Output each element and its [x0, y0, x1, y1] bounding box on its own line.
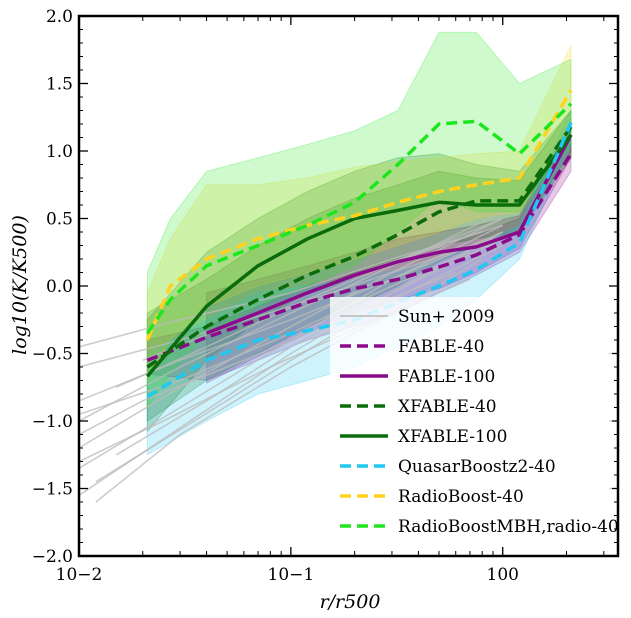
x-tick-label: 10−2 — [56, 565, 103, 585]
y-tick-label: 1.5 — [46, 75, 73, 95]
legend-label: Sun+ 2009 — [398, 307, 494, 327]
sun-2009-profile-line — [95, 258, 483, 503]
x-axis-label: r/r500 — [320, 591, 381, 613]
y-tick-label: −1.0 — [32, 412, 73, 432]
y-tick-label: 2.0 — [46, 7, 73, 27]
sun-2009-profile-line — [115, 238, 504, 456]
line-xfable-40 — [146, 125, 573, 369]
y-axis-label: log10(K/K500) — [9, 215, 31, 355]
legend-box — [330, 297, 612, 547]
line-fable-40 — [146, 152, 573, 362]
x-tick-label: 100 — [487, 565, 519, 585]
band-radioboostmbh-radio-40 — [146, 31, 572, 410]
legend-label: FABLE-100 — [398, 367, 495, 387]
legend-label: FABLE-40 — [398, 337, 484, 357]
y-tick-label: −0.5 — [32, 345, 73, 365]
line-radioboostmbh-radio-40 — [145, 102, 573, 335]
y-tick-label: −2.0 — [32, 547, 73, 567]
sun-2009-profile-line — [95, 244, 504, 483]
legend-label: RadioBoostMBH,radio-40 — [398, 517, 619, 537]
line-fable-100 — [205, 133, 573, 335]
line-radioboost-40 — [145, 89, 573, 341]
legend-label: QuasarBoostz2-40 — [398, 457, 556, 477]
legend: Sun+ 2009 FABLE-40 FABLE-100 XFABLE-40 XFABL… — [330, 297, 619, 547]
plot-frame — [77, 14, 620, 558]
y-tick-label: −1.5 — [32, 480, 73, 500]
sun-2009-profile-line — [115, 217, 503, 389]
legend-label: XFABLE-100 — [398, 427, 507, 447]
y-tick-label: 0.5 — [46, 210, 73, 230]
x-tick-label: 10−1 — [268, 565, 315, 585]
line-xfable-100 — [145, 133, 573, 378]
legend-label: XFABLE-40 — [398, 397, 497, 417]
y-tick-label: 0.0 — [46, 277, 73, 297]
axis-ticks: −2.0 −1.5 −1.0 −0.5 0.0 0.5 1.0 1.5 2.0 10−2 10−1 1… — [32, 7, 618, 585]
legend-label: RadioBoost-40 — [398, 487, 524, 507]
y-tick-label: 1.0 — [46, 142, 73, 162]
